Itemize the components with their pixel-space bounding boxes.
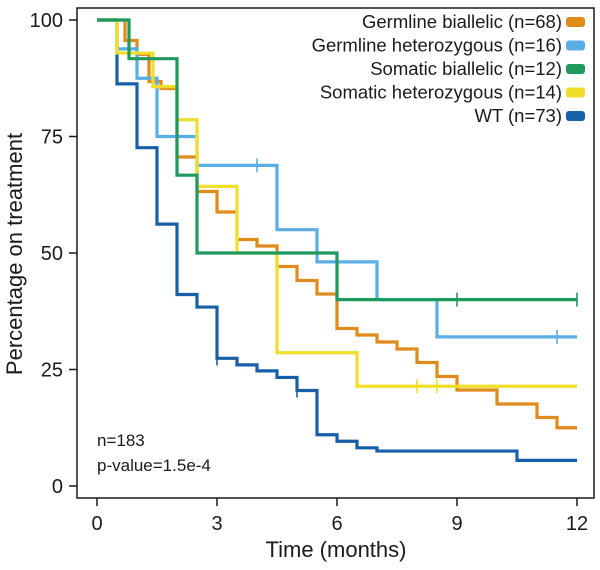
curve-somatic-heterozygous [97,18,577,388]
legend-label: Somatic biallelic (n=12) [370,58,562,79]
legend-label: WT (n=73) [474,105,562,126]
curve-germline-biallelic [97,18,577,430]
x-axis: 0 3 6 9 12 [91,498,588,535]
y-axis-title: Percentage on treatment [2,133,27,375]
x-tick-label: 6 [331,513,342,535]
x-tick-label: 3 [211,513,222,535]
survival-curves [97,18,578,462]
y-axis: 0 25 50 75 100 [30,10,77,498]
legend-swatch [566,64,585,74]
legend-swatch [566,111,585,121]
y-tick-label: 50 [41,243,63,265]
annotation-n: n=183 [97,431,145,450]
legend-label: Somatic heterozygous (n=14) [320,82,562,103]
x-tick-label: 0 [91,513,102,535]
y-tick-label: 0 [52,476,63,498]
y-tick-label: 75 [41,127,63,149]
y-tick-label: 25 [41,360,63,382]
x-axis-title: Time (months) [266,537,407,562]
y-tick-label: 100 [30,10,63,32]
legend-swatch [566,40,585,51]
legend-label: Germline heterozygous (n=16) [312,35,562,56]
curve-somatic-biallelic [97,18,577,302]
x-tick-label: 9 [451,513,462,535]
legend-swatch [566,17,585,27]
legend-swatch [566,87,585,98]
legend-label: Germline biallelic (n=68) [362,11,562,32]
curve-wt [97,18,577,462]
legend: Germline biallelic (n=68) Germline hetero… [312,11,585,126]
annotation-pvalue: p-value=1.5e-4 [97,456,211,475]
x-tick-label: 12 [566,513,588,535]
